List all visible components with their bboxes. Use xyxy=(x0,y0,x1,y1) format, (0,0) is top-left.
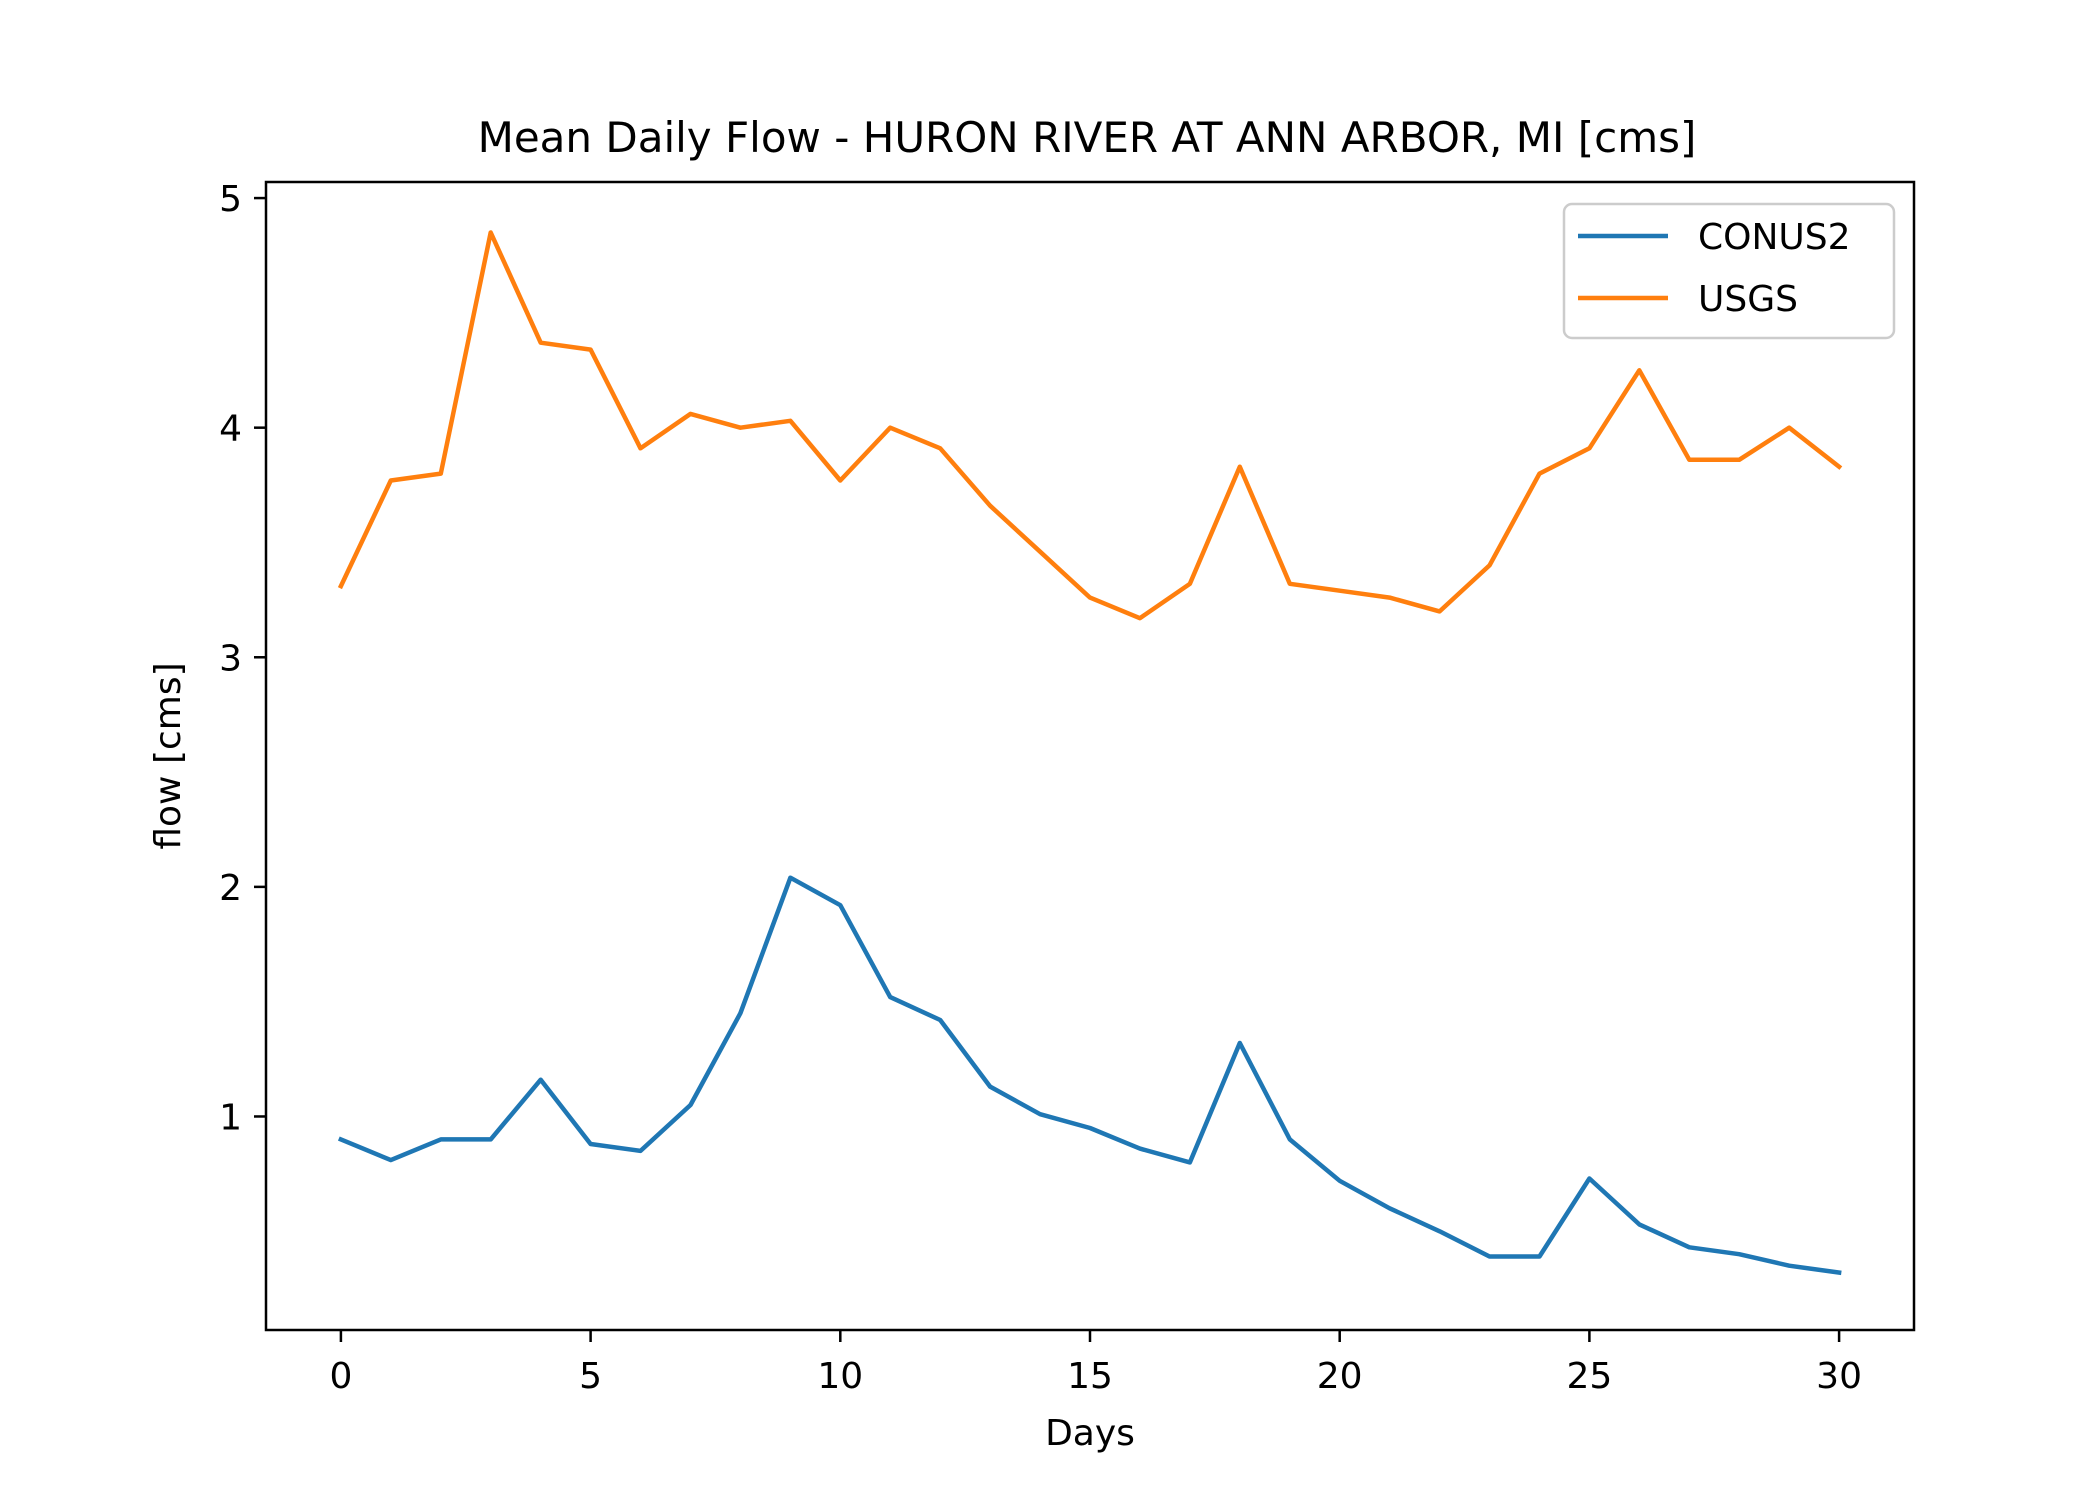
legend: CONUS2 USGS xyxy=(1562,202,1896,340)
y-tick-label: 5 xyxy=(219,179,242,220)
x-tick-label: 20 xyxy=(1317,1356,1363,1397)
legend-label-usgs: USGS xyxy=(1698,279,1798,320)
y-tick-label: 2 xyxy=(219,868,242,909)
series-line-usgs xyxy=(337,230,1843,621)
x-tick-label: 15 xyxy=(1067,1356,1113,1397)
y-tick-label: 1 xyxy=(219,1097,242,1138)
series-layer xyxy=(337,230,1843,1276)
x-tick-label: 25 xyxy=(1566,1356,1612,1397)
y-tick-label: 4 xyxy=(219,409,242,450)
x-axis-label: Days xyxy=(1045,1413,1135,1454)
x-tick-label: 30 xyxy=(1816,1356,1862,1397)
x-tick-label: 5 xyxy=(579,1356,602,1397)
y-axis: 1 2 3 4 5 xyxy=(219,179,266,1138)
chart-title: Mean Daily Flow - HURON RIVER AT ANN ARB… xyxy=(478,113,1697,162)
x-tick-label: 10 xyxy=(817,1356,863,1397)
x-tick-label: 0 xyxy=(329,1356,352,1397)
series-line-conus2 xyxy=(337,875,1842,1276)
y-axis-label: flow [cms] xyxy=(148,662,189,849)
legend-label-conus2: CONUS2 xyxy=(1698,217,1851,258)
y-tick-label: 3 xyxy=(219,638,242,679)
x-axis: 0 5 10 15 20 25 30 xyxy=(329,1330,1862,1397)
